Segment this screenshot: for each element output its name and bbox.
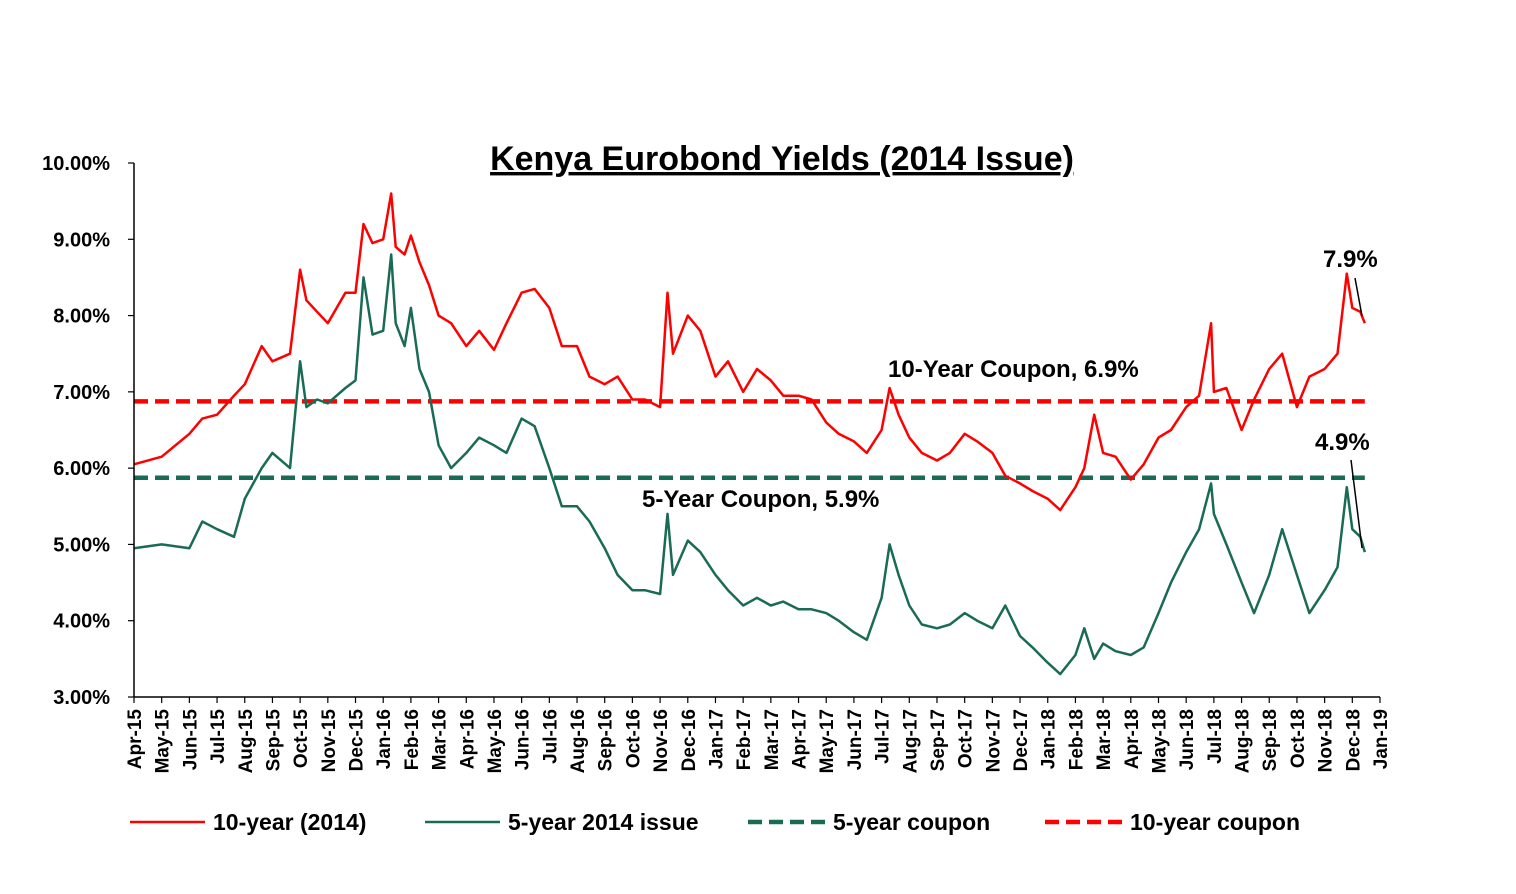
x-tick-label: Sep-18 <box>1260 709 1281 771</box>
x-tick-label: Aug-18 <box>1233 709 1254 773</box>
legend-item-10-year-coupon: 10-year coupon <box>1045 809 1300 835</box>
x-tick-label: Oct-17 <box>956 709 977 768</box>
x-tick-label: Nov-17 <box>983 709 1004 772</box>
x-tick-label: Feb-18 <box>1066 709 1087 770</box>
y-tick-label: 6.00% <box>53 458 110 480</box>
x-tick-label: Apr-18 <box>1122 709 1143 769</box>
x-tick-label: May-15 <box>153 709 174 774</box>
y-tick-label: 4.00% <box>53 611 110 633</box>
x-tick-label: Mar-17 <box>762 709 783 770</box>
x-tick-label: Jun-18 <box>1177 709 1198 770</box>
x-tick-label: Mar-18 <box>1094 709 1115 770</box>
x-tick-label: Jan-19 <box>1371 709 1392 769</box>
legend-label-5-year-coupon: 5-year coupon <box>833 809 990 835</box>
legend-item-5-year-coupon: 5-year coupon <box>748 809 990 835</box>
x-tick-label: May-18 <box>1149 709 1170 773</box>
x-tick-label: Nov-18 <box>1316 709 1337 772</box>
x-tick-label: Oct-15 <box>291 709 312 769</box>
x-tick-label: May-17 <box>817 709 838 773</box>
x-tick-label: Feb-16 <box>402 709 423 770</box>
x-tick-label: Aug-16 <box>568 709 589 773</box>
x-tick-label: Apr-16 <box>457 709 478 769</box>
series-line-5-year-2014-issue <box>133 253 1366 676</box>
x-tick-label: Dec-15 <box>347 709 368 772</box>
x-tick-label: Aug-15 <box>236 709 257 774</box>
x-tick-label: Jul-18 <box>1205 709 1226 764</box>
y-tick-label: 5.00% <box>53 534 110 556</box>
x-tick-label: Aug-17 <box>900 709 921 773</box>
y-tick-label: 3.00% <box>53 687 110 709</box>
series-lines <box>133 192 1366 676</box>
x-tick-label: Oct-18 <box>1288 709 1309 768</box>
annotation-10y-latest: 7.9% <box>1323 246 1378 273</box>
y-tick-label: 7.00% <box>53 382 110 404</box>
x-tick-label: Jul-16 <box>540 709 561 764</box>
legend-label-10-year-coupon: 10-year coupon <box>1130 809 1300 835</box>
x-tick-label: Dec-17 <box>1011 709 1032 771</box>
y-tick-label: 9.00% <box>53 229 110 251</box>
y-axis-ticks: 3.00% 4.00% 5.00% 6.00% 7.00% 8.00% 9.00% 10.00… <box>42 153 134 709</box>
x-axis-ticks: Apr-15 May-15 Jun-15 Jul-15 Aug-15 Sep-15 Oct-… <box>125 697 1392 773</box>
legend-item-5-year-2014-issue: 5-year 2014 issue <box>425 809 699 835</box>
series-line-10-year-2014 <box>133 192 1366 512</box>
annotation-10y-leader <box>1354 277 1363 317</box>
x-tick-label: Jun-16 <box>513 709 534 770</box>
x-tick-label: Apr-17 <box>790 709 811 769</box>
x-tick-label: Jan-17 <box>706 709 727 769</box>
x-tick-label: Sep-16 <box>596 709 617 771</box>
x-tick-label: Apr-15 <box>125 709 146 770</box>
legend-label-5-year-2014-issue: 5-year 2014 issue <box>508 809 699 835</box>
x-tick-label: Nov-16 <box>651 709 672 772</box>
x-tick-label: Jan-16 <box>374 709 395 769</box>
x-tick-label: May-16 <box>485 709 506 773</box>
legend-item-10-year-2014: 10-year (2014) <box>130 809 366 835</box>
annotations: 10-Year Coupon, 6.9% 5-Year Coupon, 5.9%… <box>642 246 1378 549</box>
y-tick-label: 8.00% <box>53 306 110 328</box>
legend: 10-year (2014) 5-year 2014 issue 5-year … <box>130 809 1300 835</box>
x-tick-label: Jan-18 <box>1039 709 1060 769</box>
x-tick-label: Mar-16 <box>430 709 451 770</box>
y-tick-label: 10.00% <box>42 153 110 175</box>
x-tick-label: Jun-17 <box>845 709 866 770</box>
legend-label-10-year-2014: 10-year (2014) <box>213 809 366 835</box>
x-tick-label: Jul-15 <box>208 709 229 764</box>
x-tick-label: Nov-15 <box>319 709 340 773</box>
x-tick-label: Oct-16 <box>623 709 644 768</box>
x-tick-label: Jul-17 <box>873 709 894 764</box>
x-tick-label: Jun-15 <box>180 709 201 771</box>
x-tick-label: Sep-15 <box>263 709 284 772</box>
x-tick-label: Dec-16 <box>679 709 700 771</box>
annotation-10y-coupon: 10-Year Coupon, 6.9% <box>888 356 1139 383</box>
annotation-5y-leader <box>1350 459 1363 549</box>
x-tick-label: Dec-18 <box>1343 709 1364 771</box>
x-tick-label: Feb-17 <box>734 709 755 770</box>
annotation-5y-coupon: 5-Year Coupon, 5.9% <box>642 486 879 513</box>
annotation-5y-latest: 4.9% <box>1315 429 1370 456</box>
chart-title: Kenya Eurobond Yields (2014 Issue) <box>490 140 1074 178</box>
x-tick-label: Sep-17 <box>928 709 949 771</box>
